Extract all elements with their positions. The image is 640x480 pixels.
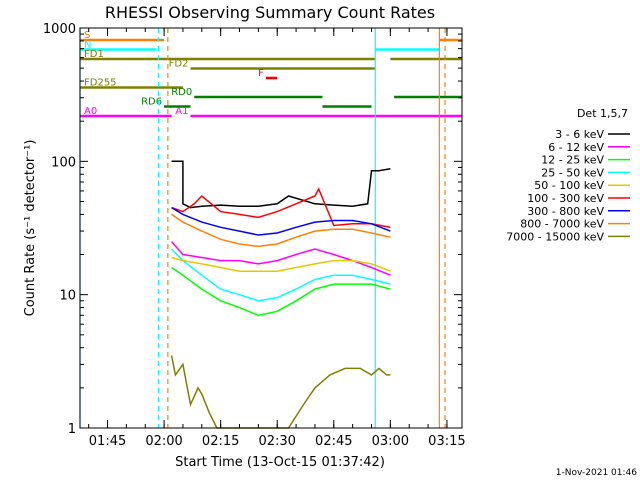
y-tick-label-3: 1000 <box>43 22 76 37</box>
y-tick-label-1: 10 <box>59 289 76 304</box>
legend-label-6: 300 - 800 keV <box>527 205 604 218</box>
series-line-8 <box>170 355 391 429</box>
flag-label-a1: A1 <box>175 106 188 117</box>
y-axis-label: Count Rate (s⁻¹ detector⁻¹) <box>23 140 38 317</box>
legend-label-7: 800 - 7000 keV <box>520 218 604 231</box>
flag-label-s: S <box>84 30 90 41</box>
flag-label-fd1: FD1 <box>84 49 104 60</box>
legend-label-2: 12 - 25 keV <box>541 154 604 167</box>
axes: 01:45 02:00 02:15 02:30 02:45 03:00 03:15 1 10 10… <box>43 22 466 449</box>
legend-label-8: 7000 - 15000 keV <box>506 230 604 243</box>
plot-frame <box>79 27 463 429</box>
series-line-2 <box>171 266 391 317</box>
data-series <box>170 160 391 429</box>
x-tick-label-0: 01:45 <box>89 434 126 449</box>
y-tick-label-2: 100 <box>51 155 76 170</box>
chart-title: RHESSI Observing Summary Count Rates <box>105 3 435 22</box>
flag-label-n: N <box>84 40 91 51</box>
flag-label-fd2: FD2 <box>169 59 189 70</box>
flag-label-rd0: RD0 <box>171 87 192 98</box>
legend-header: Det 1,5,7 <box>577 107 628 120</box>
legend-label-3: 25 - 50 keV <box>541 166 604 179</box>
x-tick-label-4: 02:45 <box>315 434 352 449</box>
x-tick-label-5: 03:00 <box>372 434 409 449</box>
legend-label-5: 100 - 300 keV <box>527 192 604 205</box>
y-tick-label-0: 1 <box>68 422 76 437</box>
flag-label-rd6: RD6 <box>141 97 162 108</box>
x-tick-label-2: 02:15 <box>202 434 239 449</box>
flag-label-fd255: FD255 <box>84 78 117 89</box>
x-axis-label: Start Time (13-Oct-15 01:37:42) <box>175 455 385 470</box>
flag-label-a0: A0 <box>84 106 97 117</box>
footer-date-stamp: 1-Nov-2021 01:46 <box>556 468 638 478</box>
flag-label-f: F <box>258 68 264 79</box>
series-line-3 <box>171 248 391 302</box>
x-tick-label-1: 02:00 <box>145 434 182 449</box>
legend-label-0: 3 - 6 keV <box>555 128 604 141</box>
series-line-7 <box>171 213 391 248</box>
series-line-4 <box>171 256 391 272</box>
series-line-0 <box>171 160 391 209</box>
x-tick-label-6: 03:15 <box>428 434 465 449</box>
x-tick-label-3: 02:30 <box>258 434 295 449</box>
series-line-5 <box>171 187 391 229</box>
legend-label-4: 50 - 100 keV <box>534 179 604 192</box>
legend-label-1: 6 - 12 keV <box>548 141 604 154</box>
series-line-6 <box>171 206 391 236</box>
